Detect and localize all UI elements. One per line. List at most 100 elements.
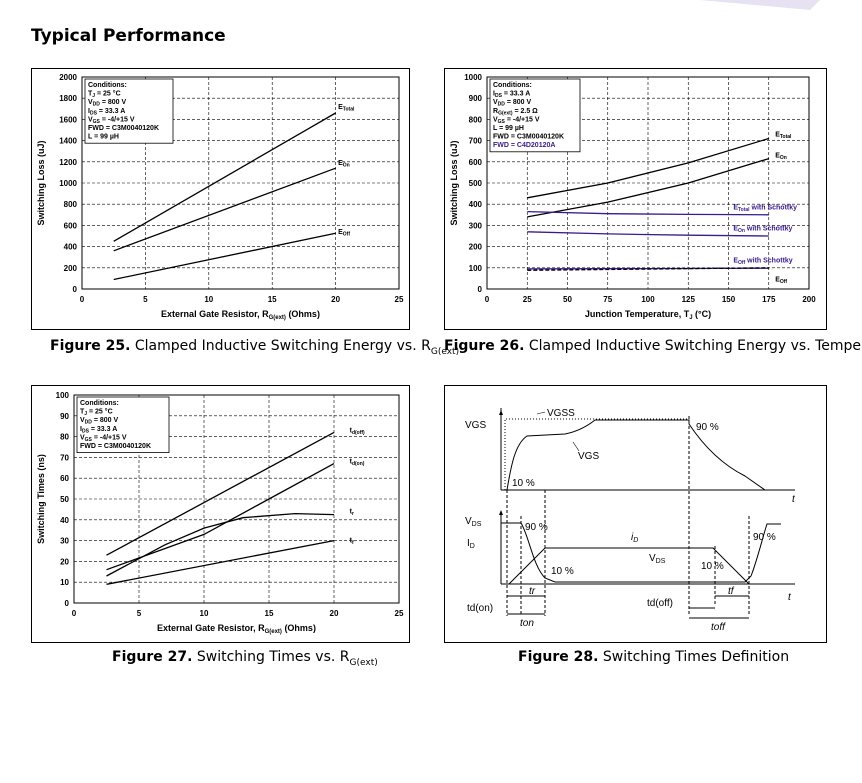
conditions-line: Conditions:	[88, 82, 127, 89]
conditions-line: VGS = -4/+15 V	[493, 116, 540, 125]
conditions-box	[84, 78, 174, 144]
series-line	[527, 157, 769, 218]
conditions-line: L = 99 µH	[493, 125, 524, 132]
time-label-top: t	[792, 494, 796, 505]
y-tick-label: 600	[469, 158, 483, 167]
figure-28-caption: Figure 28. Switching Times Definition	[518, 649, 789, 665]
figure-25-caption-sub: G(ext)	[430, 346, 460, 357]
y-tick-label: 100	[469, 264, 483, 273]
vgss-label: VGSS	[547, 408, 575, 419]
header-decoration	[700, 0, 820, 10]
x-axis-label: External Gate Resistor, RG(ext) (Ohms)	[157, 623, 316, 635]
plot-frame	[73, 394, 400, 604]
section-title: Typical Performance	[31, 26, 226, 46]
y-tick-label: 800	[469, 115, 483, 124]
tr-label: tr	[529, 586, 536, 597]
figure-26-chart: 0 25 50 75 100 125 150 175 200 0 100 200 300 400 500 60…	[449, 73, 816, 321]
y-tick-label: 1200	[59, 158, 77, 167]
x-tick-label: 25	[395, 295, 404, 304]
td-on-label: td(on)	[467, 603, 493, 614]
conditions-line: FWD = C3M0040120K	[88, 125, 159, 132]
y-tick-label: 1000	[59, 179, 77, 188]
series-line	[106, 512, 335, 577]
vds-axis-label: VDS	[465, 516, 482, 528]
figure-27-caption-text: Switching Times vs. R	[196, 649, 350, 665]
conditions-line: L = 99 µH	[88, 134, 119, 141]
figure-28-number: Figure 28.	[518, 649, 599, 665]
x-tick-label: 75	[603, 295, 612, 304]
conditions-line: Conditions:	[80, 400, 119, 407]
conditions-line: FWD = C3M0040120K	[493, 134, 564, 141]
pct10-right-label: 10 %	[701, 561, 724, 572]
figure-26-panel: 0 25 50 75 100 125 150 175 200 0 100 200 300 400 500 60…	[444, 68, 827, 330]
pct10-top-label: 10 %	[512, 478, 535, 489]
figure-26-caption: Figure 26. Clamped Inductive Switching E…	[444, 338, 862, 354]
series-label: EOn with Schottky	[733, 226, 792, 235]
td-off-label: td(off)	[647, 598, 673, 609]
y-tick-label: 600	[64, 221, 78, 230]
figure-25-number: Figure 25.	[50, 338, 131, 354]
figure-25-caption-text: Clamped Inductive Switching Energy vs. R	[134, 338, 431, 354]
figure-27-number: Figure 27.	[112, 649, 193, 665]
figure-26-number: Figure 26.	[444, 338, 525, 354]
series-label: td(off)	[350, 427, 365, 436]
x-tick-label: 5	[143, 295, 148, 304]
y-tick-label: 1800	[59, 94, 77, 103]
conditions-line: IDS = 33.3 A	[493, 91, 530, 100]
y-tick-label: 200	[469, 243, 483, 252]
series-line	[106, 463, 335, 571]
series-line	[113, 112, 336, 242]
y-tick-label: 700	[469, 137, 483, 146]
series-line	[527, 267, 769, 271]
conditions-line: VDD = 800 V	[80, 417, 119, 426]
conditions-line: IDS = 33.3 A	[88, 108, 125, 117]
conditions-line: TJ = 25 °C	[88, 90, 121, 100]
figure-27-caption-sub: G(ext)	[349, 657, 378, 668]
y-tick-label: 1600	[59, 115, 77, 124]
y-tick-label: 0	[478, 285, 483, 294]
vds-curve-label: VDS	[649, 553, 666, 565]
conditions-line: IDS = 33.3 A	[80, 426, 117, 435]
time-label-bottom: t	[788, 592, 792, 603]
x-tick-label: 15	[265, 609, 274, 618]
series-label: ETotal	[775, 131, 792, 140]
conditions-line: VGS = -4/+15 V	[80, 434, 127, 443]
x-tick-label: 125	[682, 295, 696, 304]
y-tick-label: 800	[64, 200, 78, 209]
y-tick-label: 300	[469, 221, 483, 230]
conditions-line: FWD = C4D20120A	[493, 142, 555, 149]
conditions-line: RG(ext) = 2.5 Ω	[493, 108, 538, 117]
vgs-axis-arrow	[499, 410, 503, 415]
y-axis-label: Switching Times (ns)	[36, 454, 46, 544]
figure-25-panel: 0 5 10 15 20 25 0 200 400 600 800 1000 1200 1400 1600 1…	[31, 68, 410, 330]
series-label: EOff with Schottky	[733, 258, 792, 267]
series-line	[106, 431, 335, 556]
pct90-top-label: 90 %	[696, 422, 719, 433]
figure-28-caption-text: Switching Times Definition	[602, 649, 790, 665]
y-tick-label: 400	[469, 200, 483, 209]
x-tick-label: 10	[200, 609, 209, 618]
series-line	[527, 231, 769, 237]
series-label: tr	[350, 509, 354, 518]
vgs-axis-label: VGS	[465, 420, 486, 431]
pct90-left-label: 90 %	[525, 522, 548, 533]
y-tick-label: 50	[60, 495, 69, 504]
y-axis-label: Switching Loss (uJ)	[449, 140, 459, 225]
figure-27-panel: 0 5 10 15 20 25 0 10 20 30 40 50 60 70 80 90 100 External…	[31, 385, 410, 643]
series-label: ETotal	[338, 104, 355, 113]
y-tick-label: 60	[60, 474, 69, 483]
figure-28-diagram: VGS VGSS VGS 90 % 10 % t VDS ID 90 % 10 …	[465, 408, 796, 633]
x-tick-label: 20	[330, 609, 339, 618]
conditions-line: TJ = 25 °C	[80, 408, 113, 418]
y-tick-label: 400	[64, 243, 78, 252]
figure-27-chart: 0 5 10 15 20 25 0 10 20 30 40 50 60 70 80 90 100 External…	[36, 391, 404, 635]
y-tick-label: 100	[56, 391, 70, 400]
toff-label: toff	[711, 622, 726, 633]
x-tick-label: 25	[523, 295, 532, 304]
y-tick-label: 10	[60, 578, 69, 587]
series-line	[527, 210, 769, 216]
x-axis-label: Junction Temperature, TJ (°C)	[585, 309, 711, 321]
y-tick-label: 80	[60, 433, 69, 442]
series-label: EOff	[338, 229, 350, 238]
plot-frame	[81, 76, 400, 290]
